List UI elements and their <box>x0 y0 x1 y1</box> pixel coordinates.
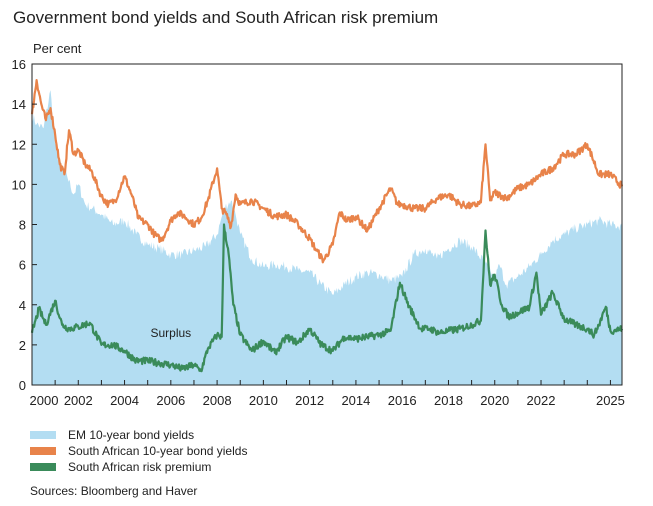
x-tick-label: 2022 <box>527 393 556 408</box>
y-axis-ticks: 0 2 4 6 8 10 12 14 16 <box>12 57 37 393</box>
sources-note: Sources: Bloomberg and Haver <box>30 484 198 498</box>
legend-label-sa-yields: South African 10-year bond yields <box>68 444 248 458</box>
legend-swatch-em-yields <box>30 431 56 439</box>
legend-item-em-yields: EM 10-year bond yields <box>30 427 247 443</box>
x-tick-label: 2010 <box>249 393 278 408</box>
series-line-south-african-10-year-bond-yields <box>30 79 624 264</box>
annotations: Surplus <box>150 326 191 340</box>
y-tick-label: 0 <box>19 378 26 393</box>
x-tick-label: 2006 <box>156 393 185 408</box>
legend: EM 10-year bond yields South African 10-… <box>30 427 247 475</box>
x-tick-label: 2016 <box>388 393 417 408</box>
y-tick-label: 8 <box>19 218 26 233</box>
annotation-surplus: Surplus <box>150 326 191 340</box>
legend-item-sa-risk-premium: South African risk premium <box>30 459 247 475</box>
x-tick-label: 2002 <box>64 393 93 408</box>
y-axis-unit-label: Per cent <box>33 41 82 56</box>
x-tick-label: 2012 <box>295 393 324 408</box>
series-line-south-african-risk-premium <box>30 223 624 373</box>
series-area-em-10-year-bond-yields <box>32 90 622 385</box>
x-tick-label: 2004 <box>110 393 139 408</box>
y-tick-label: 6 <box>19 258 26 273</box>
y-tick-label: 10 <box>12 177 26 192</box>
x-tick-label: 2018 <box>434 393 463 408</box>
x-tick-label: 2000 <box>30 393 59 408</box>
x-tick-label: 2020 <box>480 393 509 408</box>
chart-title: Government bond yields and South African… <box>13 8 439 27</box>
legend-swatch-sa-risk-premium <box>30 463 56 471</box>
legend-swatch-sa-yields <box>30 447 56 455</box>
y-tick-label: 12 <box>12 137 26 152</box>
legend-label-sa-risk-premium: South African risk premium <box>68 460 212 474</box>
x-axis-ticks: 2000 2002 2004 2006 2008 2010 2012 2014 2016 2018… <box>30 380 625 408</box>
legend-label-em-yields: EM 10-year bond yields <box>68 428 195 442</box>
legend-item-sa-yields: South African 10-year bond yields <box>30 443 247 459</box>
y-tick-label: 16 <box>12 57 26 72</box>
x-tick-label: 2008 <box>203 393 232 408</box>
plot-area <box>30 63 624 386</box>
y-tick-label: 2 <box>19 338 26 353</box>
x-tick-label: 2014 <box>341 393 370 408</box>
x-tick-label: 2025 <box>596 393 625 408</box>
y-tick-label: 4 <box>19 298 26 313</box>
y-tick-label: 14 <box>12 97 26 112</box>
